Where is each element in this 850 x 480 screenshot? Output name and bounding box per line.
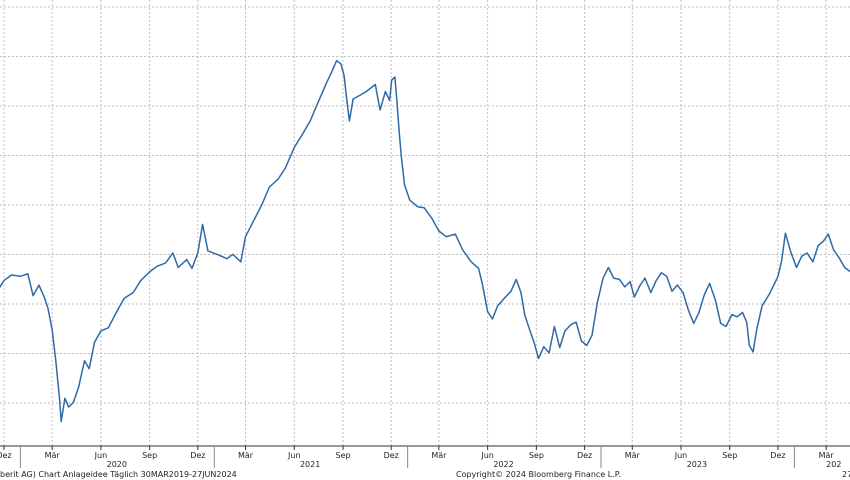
horizontal-gridlines bbox=[0, 6, 850, 404]
x-tick-label: Mär bbox=[45, 451, 61, 460]
x-tick-label: Jun bbox=[94, 451, 108, 460]
x-tick-label: Jun bbox=[674, 451, 688, 460]
x-tick-label: Mär bbox=[431, 451, 447, 460]
plot-background bbox=[0, 0, 850, 446]
footer-right-text: 27 bbox=[842, 470, 850, 479]
x-tick-label: Sep bbox=[142, 451, 157, 460]
x-tick-label: Sep bbox=[722, 451, 737, 460]
x-tick-label: Dez bbox=[577, 451, 592, 460]
footer-left-text: berit AG) Chart Anlageidee Täglich 30MAR… bbox=[0, 470, 237, 479]
year-labels: 2020 2021 2022 2023 202 bbox=[107, 460, 842, 469]
price-series-line bbox=[0, 59, 850, 423]
footer-copyright: Copyright© 2024 Bloomberg Finance L.P. bbox=[456, 470, 621, 479]
x-tick-label: Sep bbox=[529, 451, 544, 460]
x-tick-label: Mär bbox=[238, 451, 254, 460]
x-tick-label: Jun bbox=[480, 451, 494, 460]
year-label: 202 bbox=[826, 460, 841, 469]
x-tick-label: Jun bbox=[287, 451, 301, 460]
x-tick-label: Sep bbox=[335, 451, 350, 460]
year-dividers bbox=[19, 446, 795, 468]
x-tick-label: Dez bbox=[190, 451, 205, 460]
footer: berit AG) Chart Anlageidee Täglich 30MAR… bbox=[0, 470, 850, 479]
x-tick-label: Dez bbox=[770, 451, 785, 460]
x-tick-label: Mär bbox=[819, 451, 835, 460]
year-label: 2021 bbox=[300, 460, 320, 469]
x-tick-label: Mär bbox=[625, 451, 641, 460]
month-tick-labels: Sep Dez Mär Jun Sep Dez Mär Jun Sep Dez Mär Jun Sep D… bbox=[0, 446, 834, 460]
plot-frame: Sep Dez Mär Jun Sep Dez Mär Jun Sep Dez Mär Jun Sep D… bbox=[0, 0, 850, 469]
year-label: 2020 bbox=[107, 460, 127, 469]
x-tick-label: Dez bbox=[0, 451, 12, 460]
x-tick-label: Dez bbox=[384, 451, 399, 460]
year-label: 2023 bbox=[687, 460, 707, 469]
year-label: 2022 bbox=[493, 460, 513, 469]
